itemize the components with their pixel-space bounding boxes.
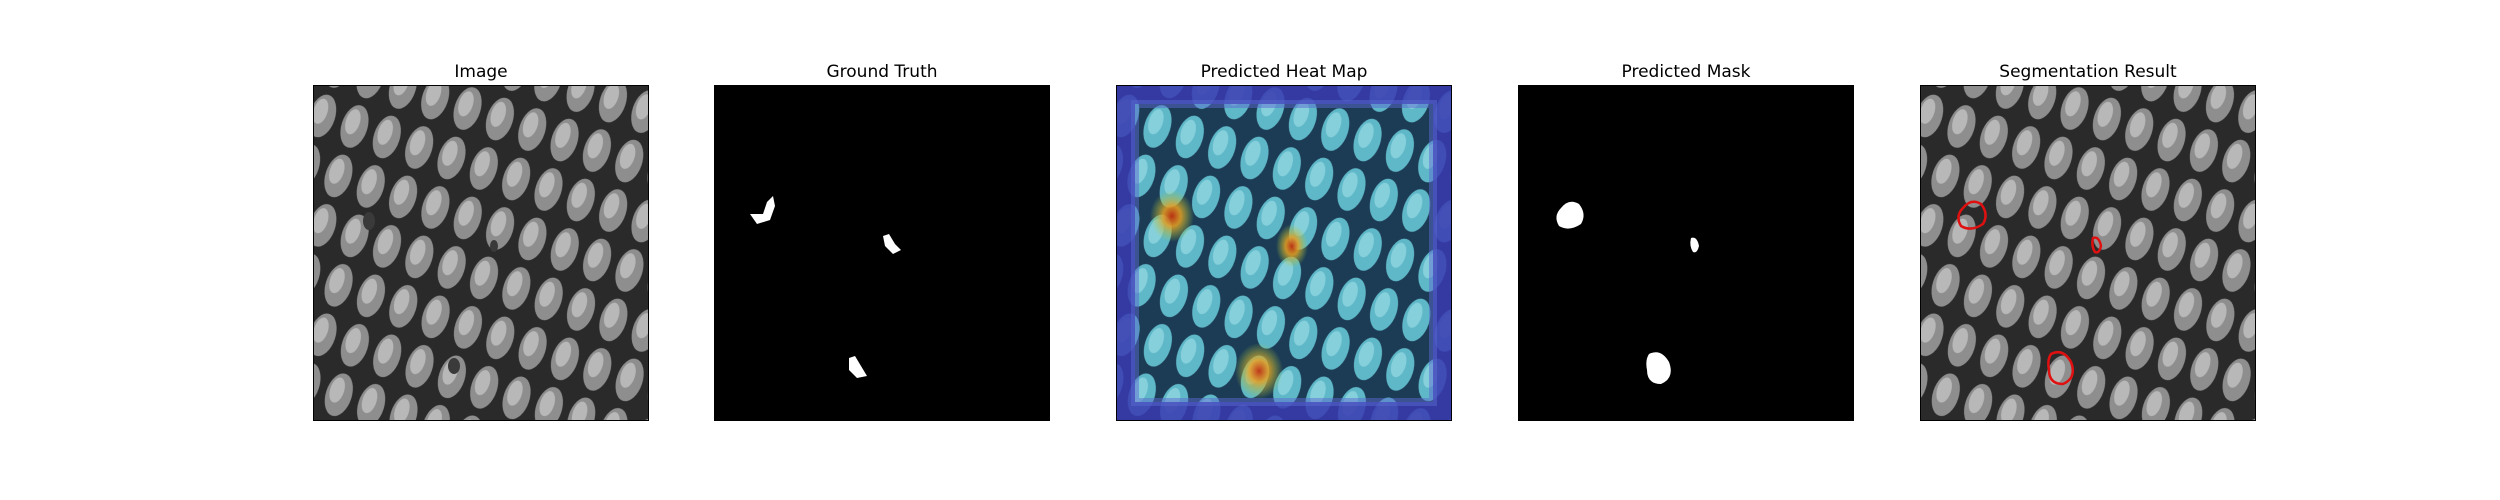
mesh-texture-image bbox=[314, 86, 648, 420]
pred-blob-3 bbox=[1646, 352, 1671, 384]
gt-blob-3 bbox=[849, 356, 867, 378]
contour-2 bbox=[2091, 236, 2103, 254]
segmentation-frame bbox=[1920, 85, 2256, 421]
predicted-mask-frame bbox=[1518, 85, 1854, 421]
contour-3 bbox=[2047, 351, 2074, 386]
contour-1 bbox=[1957, 200, 1987, 230]
defect-marks bbox=[363, 212, 498, 374]
heat-map-image bbox=[1117, 86, 1451, 420]
gt-blob-2 bbox=[883, 234, 901, 254]
panel-title-segmentation-result: Segmentation Result bbox=[1999, 62, 2177, 82]
panel-title-heat-map: Predicted Heat Map bbox=[1200, 62, 1368, 82]
heat-spot-2 bbox=[1276, 224, 1308, 268]
gt-blob-1 bbox=[750, 196, 775, 224]
heat-spot-3 bbox=[1235, 343, 1283, 399]
panel-title-predicted-mask: Predicted Mask bbox=[1621, 62, 1751, 82]
predicted-mask bbox=[1519, 86, 1853, 420]
pred-blob-1 bbox=[1556, 201, 1584, 229]
pred-blob-2 bbox=[1690, 237, 1699, 253]
ground-truth-frame bbox=[714, 85, 1050, 421]
ground-truth-mask bbox=[715, 86, 1049, 420]
panel-title-ground-truth: Ground Truth bbox=[826, 62, 938, 82]
heat-spot-1 bbox=[1150, 190, 1194, 242]
heat-map-frame bbox=[1116, 85, 1452, 421]
image-frame bbox=[313, 85, 649, 421]
segmentation-image bbox=[1921, 86, 2255, 420]
panel-title-image: Image bbox=[454, 62, 508, 82]
segmentation-contours bbox=[1957, 200, 2103, 386]
